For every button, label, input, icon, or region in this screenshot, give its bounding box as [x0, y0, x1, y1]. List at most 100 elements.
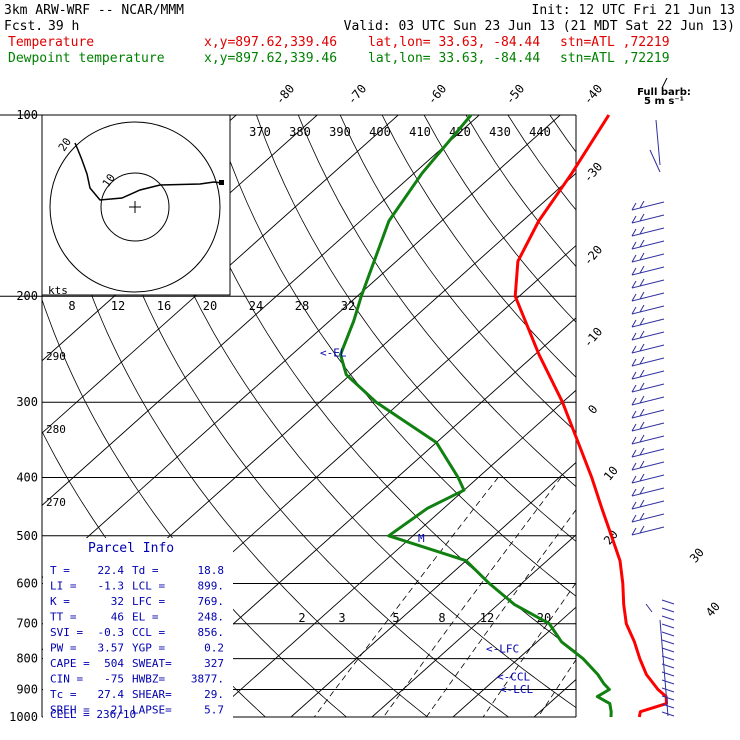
- mixing-ratio-line: [313, 477, 499, 717]
- dry-adiabat-line: [214, 115, 576, 597]
- annotation-3: <-LCL: [500, 683, 533, 696]
- wind-barb-lower: [661, 631, 675, 637]
- dry-adiabat-side-label: 290: [46, 350, 66, 363]
- wind-barb-flag: [639, 525, 645, 534]
- wind-barb-flag: [631, 501, 637, 510]
- parcel-info-cell: SVI =: [50, 626, 83, 639]
- wind-barb: [631, 201, 665, 211]
- wind-barb-flag: [631, 254, 637, 263]
- parcel-info-cell: T =: [50, 564, 70, 577]
- wind-key-subtitle: 5 m s⁻¹: [644, 96, 684, 107]
- wind-barb-flag: [631, 371, 637, 380]
- isotherm-line: [42, 115, 561, 579]
- wind-barb-flag: [639, 304, 645, 313]
- parcel-info-cell: 21: [111, 704, 124, 717]
- wind-barb-lower: [661, 607, 675, 613]
- pressure-label-500: 500: [16, 529, 38, 543]
- hodograph-trace: [74, 142, 223, 201]
- wind-barb-flag: [631, 423, 637, 432]
- wind-barb: [631, 474, 665, 484]
- parcel-info-cell: LI =: [50, 580, 77, 593]
- wind-barb-flag: [631, 267, 637, 276]
- parcel-info-cell: 504: [104, 657, 124, 670]
- wind-barb-lower: [661, 647, 675, 653]
- model-title: 3km ARW-WRF -- NCAR/MMM: [4, 3, 184, 18]
- parcel-level-annotations: <-EL <-LFC <-CCL<-LCL M: [320, 346, 533, 696]
- parcel-info-cell: YGP =: [132, 642, 165, 655]
- wind-barb-flag: [639, 291, 645, 300]
- parcel-info-cell: 27.4: [98, 688, 125, 701]
- wind-barb-flag: [631, 215, 637, 224]
- hodograph-axis-label: 28: [295, 299, 309, 313]
- wind-barb-flag: [631, 332, 637, 341]
- wind-barb-column: [631, 119, 675, 717]
- wind-barb-flag: [639, 512, 645, 521]
- parcel-info-cell: 46: [111, 611, 124, 624]
- wind-barb-flag: [639, 213, 645, 222]
- wind-key: Full barb: 5 m s⁻¹: [637, 77, 691, 107]
- annotation-0: <-EL: [320, 346, 347, 359]
- legend-dewpoint-latlon: lat,lon= 33.63, -84.44: [368, 51, 540, 66]
- parcel-info-title: Parcel Info: [88, 541, 174, 556]
- wind-barb: [631, 409, 665, 419]
- wind-barb-flag: [639, 278, 645, 287]
- wind-barb-flag: [639, 317, 645, 326]
- wind-barb: [631, 461, 665, 471]
- legend-dewpoint: Dewpoint temperature x,y=897.62,339.46 l…: [8, 51, 670, 66]
- pressure-label-800: 800: [16, 652, 38, 666]
- theta-label: 400: [369, 125, 391, 139]
- wind-barb: [631, 396, 665, 406]
- parcel-marker-m: M: [418, 532, 425, 545]
- wind-barb: [631, 279, 665, 289]
- wind-barb-lower: [661, 639, 675, 645]
- hodograph-ring-inner: [100, 172, 170, 242]
- parcel-info-cell: PW =: [50, 642, 77, 655]
- parcel-info-cell: TT =: [50, 611, 77, 624]
- parcel-info-cell: 0.2: [204, 642, 224, 655]
- wind-barb-flag: [639, 395, 645, 404]
- mixing-ratio-line: [383, 477, 562, 717]
- parcel-info-cell: K =: [50, 595, 70, 608]
- parcel-info-cell: 248.: [198, 611, 225, 624]
- isotherm-label: -30: [581, 160, 606, 186]
- forecast-hour: 39 h: [48, 19, 79, 34]
- hodograph: 20 10 kts: [41, 114, 231, 297]
- wind-barb-flag: [639, 499, 645, 508]
- hodograph-axis-label: 12: [111, 299, 125, 313]
- wind-barb-flag: [639, 486, 645, 495]
- valid-time: Valid: 03 UTC Sun 23 Jun 13 (21 MDT Sat …: [344, 19, 735, 34]
- wind-barb: [631, 513, 665, 523]
- parcel-info-cell: EL =: [132, 611, 159, 624]
- pressure-label-700: 700: [16, 617, 38, 631]
- wind-barb-flag: [639, 343, 645, 352]
- dry-adiabat-line: [676, 115, 740, 717]
- hodograph-axis-label: 32: [341, 299, 355, 313]
- wind-barb-flag: [639, 408, 645, 417]
- wind-barb: [631, 318, 665, 328]
- wind-barb-flag: [631, 306, 637, 315]
- wind-barb-lower: [661, 623, 675, 629]
- parcel-info-cell: Tc =: [50, 688, 77, 701]
- mixing-ratio-label: 8: [438, 611, 445, 625]
- parcel-info-panel: Parcel Info T = 22.4 Td = 18.8 LI = -1.3 LCL =…: [43, 538, 233, 721]
- isotherm-label: -20: [581, 243, 606, 269]
- wind-barb-lower: [661, 615, 675, 621]
- wind-barb-flag: [631, 358, 637, 367]
- wind-barb-flag: [631, 410, 637, 419]
- parcel-info-cell: -75: [104, 673, 124, 686]
- hodograph-end-marker: [219, 180, 224, 185]
- isotherm-label: 10: [601, 463, 621, 483]
- isotherm-line: [615, 115, 740, 717]
- dry-adiabat-line: [465, 115, 576, 268]
- wind-barb: [631, 422, 665, 432]
- wind-barb: [631, 500, 665, 510]
- legend-dewpoint-coords: x,y=897.62,339.46: [204, 51, 337, 66]
- isotherm-label: -40: [581, 82, 606, 108]
- theta-label: 390: [329, 125, 351, 139]
- wind-barb-flag: [631, 228, 637, 237]
- hodograph-unit-label: kts: [48, 284, 68, 297]
- theta-label: 410: [409, 125, 431, 139]
- dry-adiabat-line: [423, 115, 576, 323]
- wind-barb-lower: [661, 687, 675, 693]
